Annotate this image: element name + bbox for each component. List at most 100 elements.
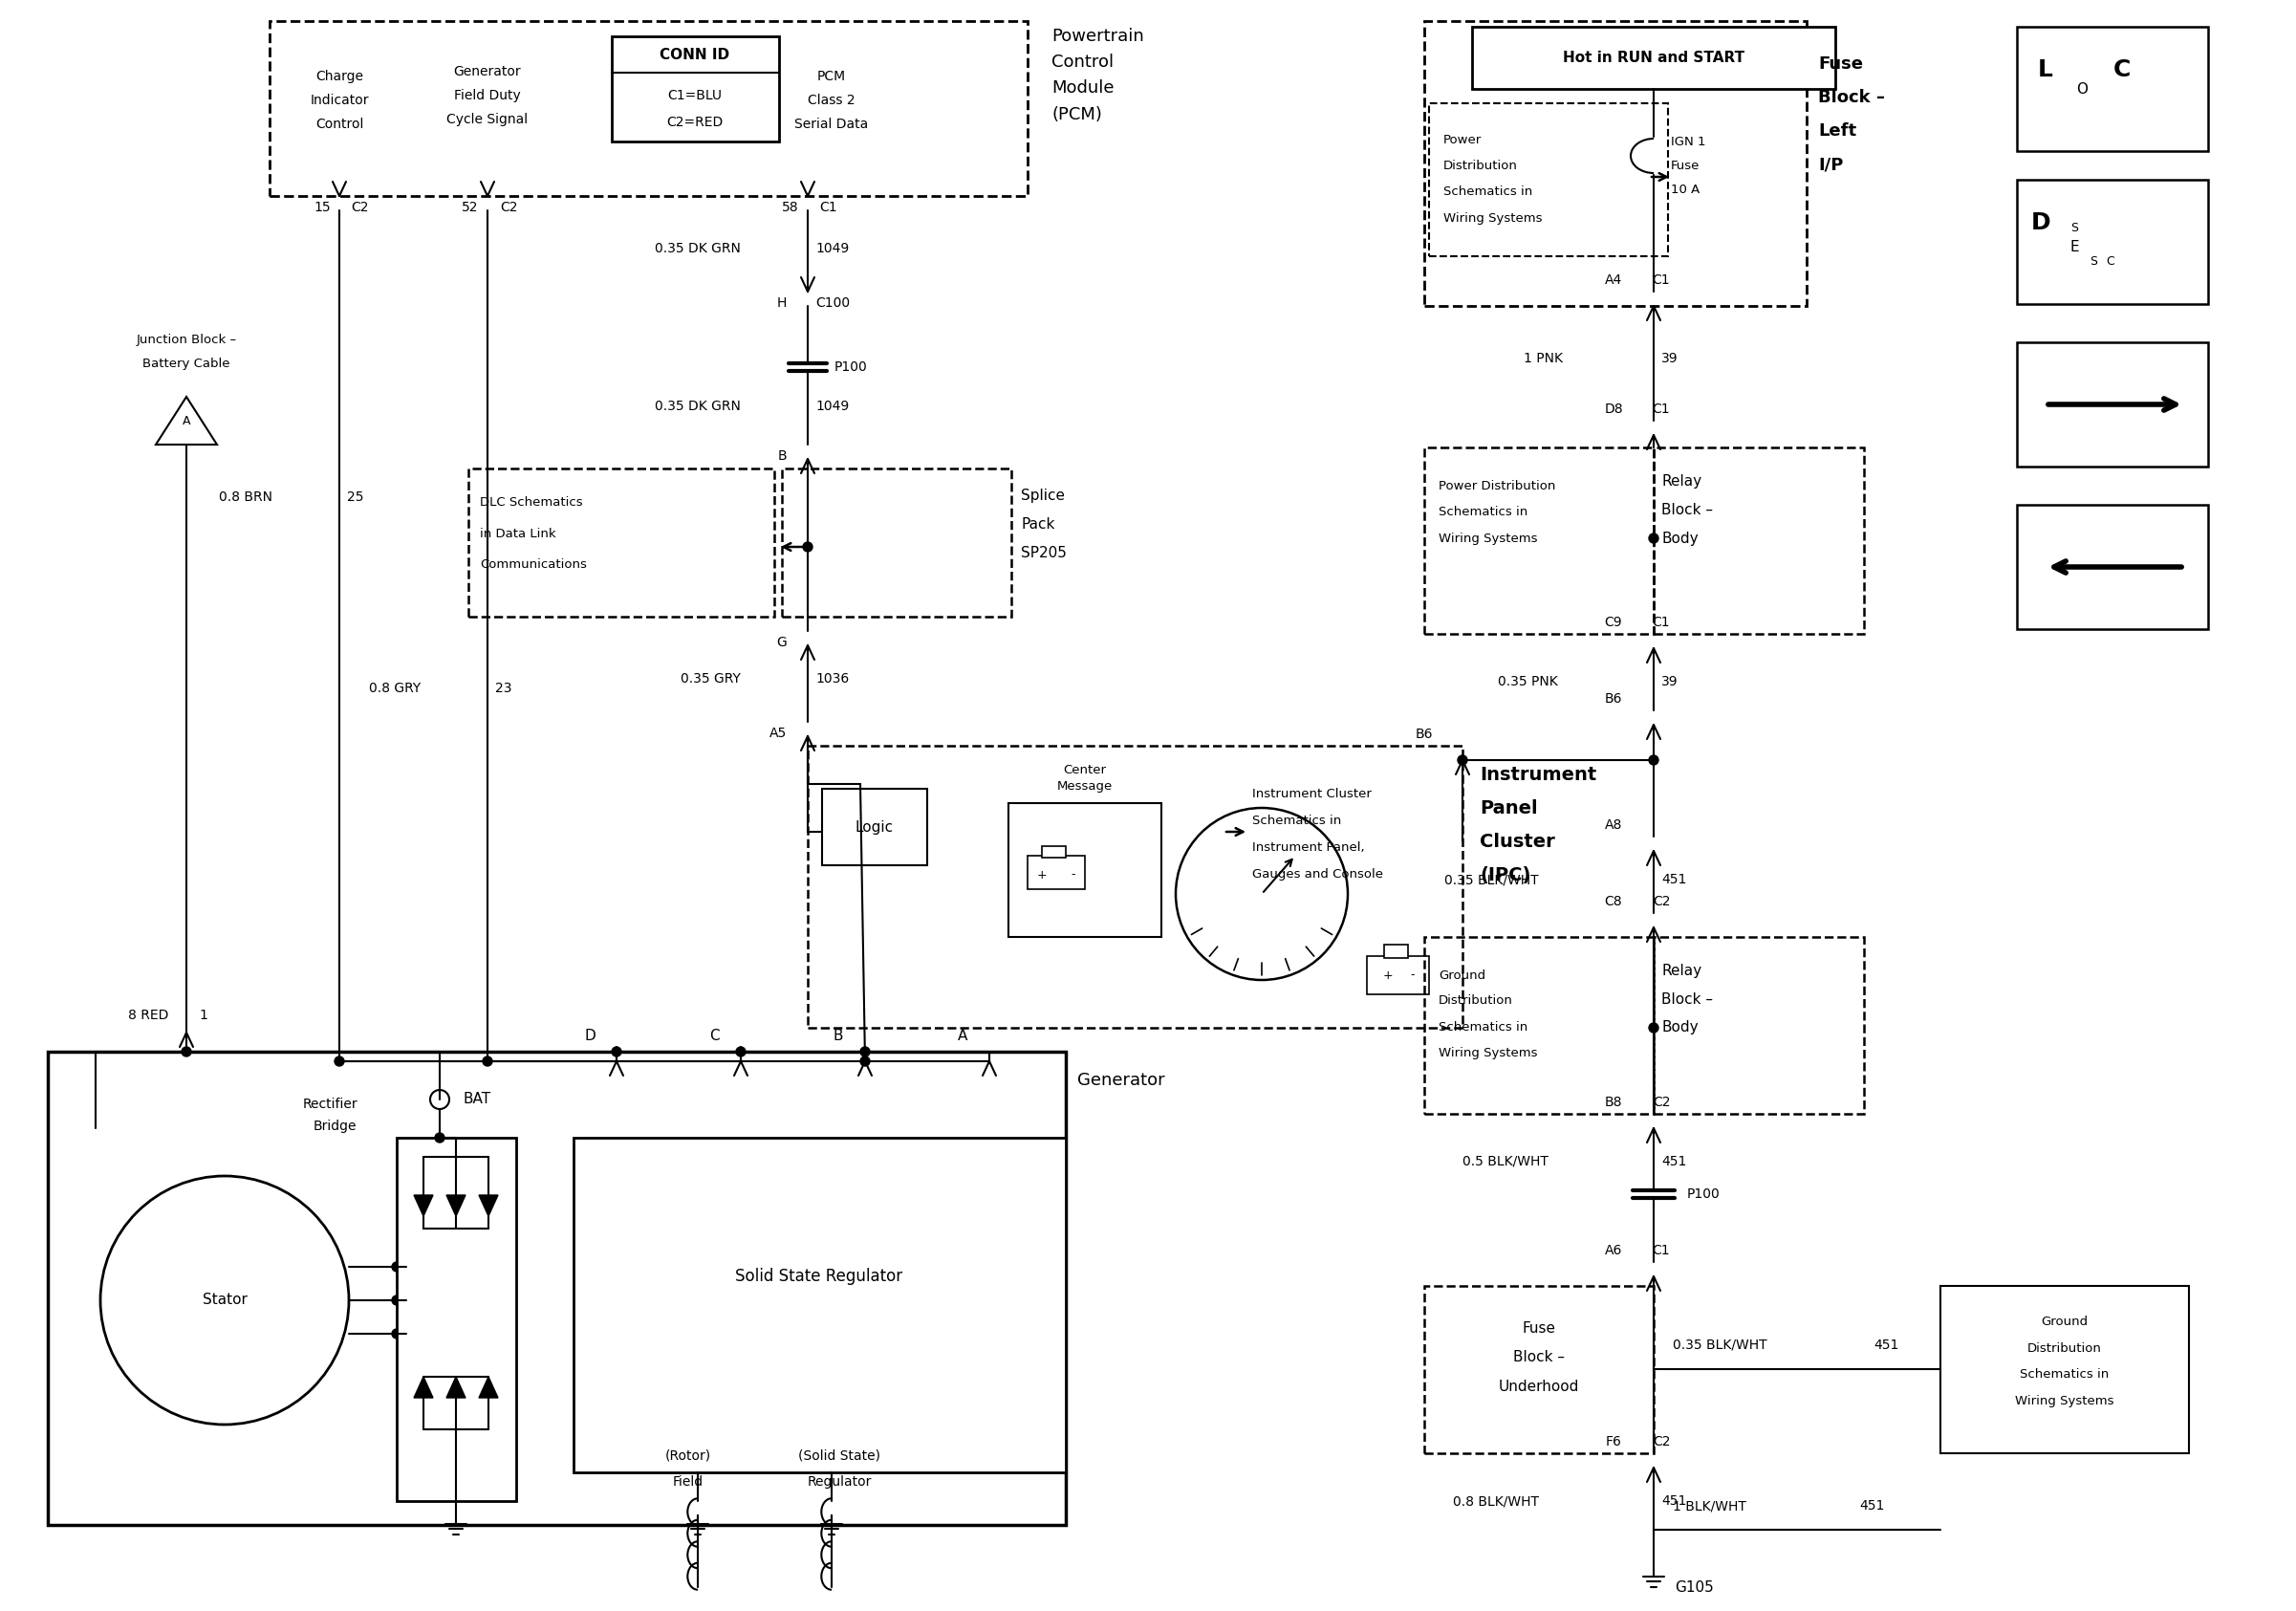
Bar — [1029, 855, 1086, 889]
Text: 0.5 BLK/WHT: 0.5 BLK/WHT — [1463, 1155, 1548, 1168]
Text: Bridge: Bridge — [312, 1120, 356, 1133]
Text: (Solid State): (Solid State) — [799, 1448, 879, 1461]
Text: Distribution: Distribution — [1440, 996, 1513, 1007]
Text: Indicator: Indicator — [310, 93, 370, 106]
Text: DLC Schematics: DLC Schematics — [480, 496, 583, 507]
Text: C1: C1 — [1653, 403, 1669, 416]
Bar — [1042, 846, 1065, 857]
Circle shape — [1649, 756, 1658, 765]
Text: 1049: 1049 — [815, 400, 850, 412]
Text: Left: Left — [1818, 122, 1857, 140]
Text: 451: 451 — [1662, 1495, 1688, 1508]
Text: Instrument Cluster: Instrument Cluster — [1251, 788, 1371, 799]
Text: Schematics in: Schematics in — [2020, 1368, 2110, 1381]
Text: Serial Data: Serial Data — [794, 118, 868, 130]
Text: Wiring Systems: Wiring Systems — [2016, 1395, 2115, 1406]
Text: 52: 52 — [461, 201, 478, 214]
Text: +: + — [1038, 868, 1047, 881]
Text: Charge: Charge — [315, 69, 363, 84]
Text: 8 RED: 8 RED — [129, 1008, 168, 1021]
Bar — [1472, 27, 1835, 89]
Bar — [1366, 955, 1428, 994]
Bar — [1428, 103, 1667, 256]
Text: 1: 1 — [200, 1008, 209, 1021]
Bar — [468, 469, 774, 617]
Text: Regulator: Regulator — [808, 1476, 872, 1489]
Circle shape — [737, 1047, 746, 1057]
Text: Field Duty: Field Duty — [455, 89, 521, 103]
Text: 0.35 DK GRN: 0.35 DK GRN — [654, 400, 742, 412]
Bar — [1424, 938, 1653, 1113]
Text: (PCM): (PCM) — [1052, 106, 1102, 124]
Circle shape — [1458, 756, 1467, 765]
Text: C8: C8 — [1605, 894, 1623, 909]
Text: Junction Block –: Junction Block – — [135, 333, 236, 346]
Text: 1 BLK/WHT: 1 BLK/WHT — [1674, 1500, 1747, 1513]
Polygon shape — [445, 1377, 466, 1398]
Text: Generator: Generator — [455, 64, 521, 79]
Text: in Data Link: in Data Link — [480, 527, 556, 540]
Text: Logic: Logic — [856, 820, 893, 834]
Bar — [2016, 342, 2209, 467]
Text: Wiring Systems: Wiring Systems — [1444, 211, 1543, 224]
Text: C2=RED: C2=RED — [666, 116, 723, 129]
Text: Fuse: Fuse — [1522, 1321, 1557, 1336]
Text: Schematics in: Schematics in — [1440, 506, 1527, 517]
Bar — [1653, 448, 1864, 633]
Circle shape — [861, 1047, 870, 1057]
Text: Control: Control — [1052, 53, 1114, 71]
Text: 39: 39 — [1662, 351, 1678, 366]
Text: Wiring Systems: Wiring Systems — [1440, 532, 1538, 545]
Text: Ground: Ground — [1440, 968, 1486, 981]
Circle shape — [861, 1057, 870, 1066]
Polygon shape — [480, 1377, 498, 1398]
Text: 451: 451 — [1860, 1500, 1885, 1513]
Circle shape — [482, 1057, 491, 1066]
Text: Schematics in: Schematics in — [1444, 185, 1531, 198]
Text: Hot in RUN and START: Hot in RUN and START — [1564, 50, 1745, 64]
Circle shape — [1649, 533, 1658, 543]
Text: SP205: SP205 — [1022, 546, 1068, 559]
Bar — [48, 1052, 1065, 1526]
Text: C2: C2 — [1653, 1095, 1669, 1108]
Text: Power: Power — [1444, 134, 1481, 147]
Text: Communications: Communications — [480, 557, 588, 570]
Circle shape — [393, 1295, 402, 1305]
Text: 451: 451 — [1662, 1155, 1688, 1168]
Text: 15: 15 — [315, 201, 331, 214]
Circle shape — [393, 1329, 402, 1339]
Bar — [574, 1137, 1065, 1472]
Text: Module: Module — [1052, 79, 1114, 97]
Text: 1049: 1049 — [815, 242, 850, 255]
Text: D: D — [2032, 211, 2050, 234]
Text: C2: C2 — [1653, 894, 1669, 909]
Text: 0.8 BLK/WHT: 0.8 BLK/WHT — [1453, 1495, 1538, 1508]
Text: A4: A4 — [1605, 274, 1623, 287]
Text: 451: 451 — [1874, 1339, 1899, 1352]
Circle shape — [434, 1133, 445, 1142]
Text: L: L — [2039, 58, 2053, 81]
Text: Solid State Regulator: Solid State Regulator — [735, 1268, 902, 1286]
Text: D8: D8 — [1605, 403, 1623, 416]
Text: E: E — [2069, 240, 2078, 255]
Text: (IPC): (IPC) — [1479, 865, 1531, 884]
Text: B8: B8 — [1605, 1095, 1623, 1108]
Text: 25: 25 — [347, 490, 363, 504]
Polygon shape — [413, 1195, 434, 1216]
Text: Power Distribution: Power Distribution — [1440, 480, 1557, 491]
Text: C9: C9 — [1605, 615, 1623, 630]
Bar — [1008, 804, 1162, 938]
Text: C1: C1 — [1653, 1244, 1669, 1257]
Text: C: C — [2105, 255, 2115, 267]
Text: Gauges and Console: Gauges and Console — [1251, 868, 1382, 880]
Bar — [611, 37, 778, 142]
Text: (Rotor): (Rotor) — [666, 1448, 712, 1461]
Text: Field: Field — [673, 1476, 703, 1489]
Text: C: C — [709, 1028, 719, 1042]
Text: Distribution: Distribution — [2027, 1342, 2101, 1355]
Text: C1: C1 — [820, 201, 838, 214]
Text: Stator: Stator — [202, 1294, 248, 1308]
Text: C1: C1 — [1653, 615, 1669, 630]
Text: C: C — [2112, 58, 2131, 81]
Text: C2: C2 — [501, 201, 517, 214]
